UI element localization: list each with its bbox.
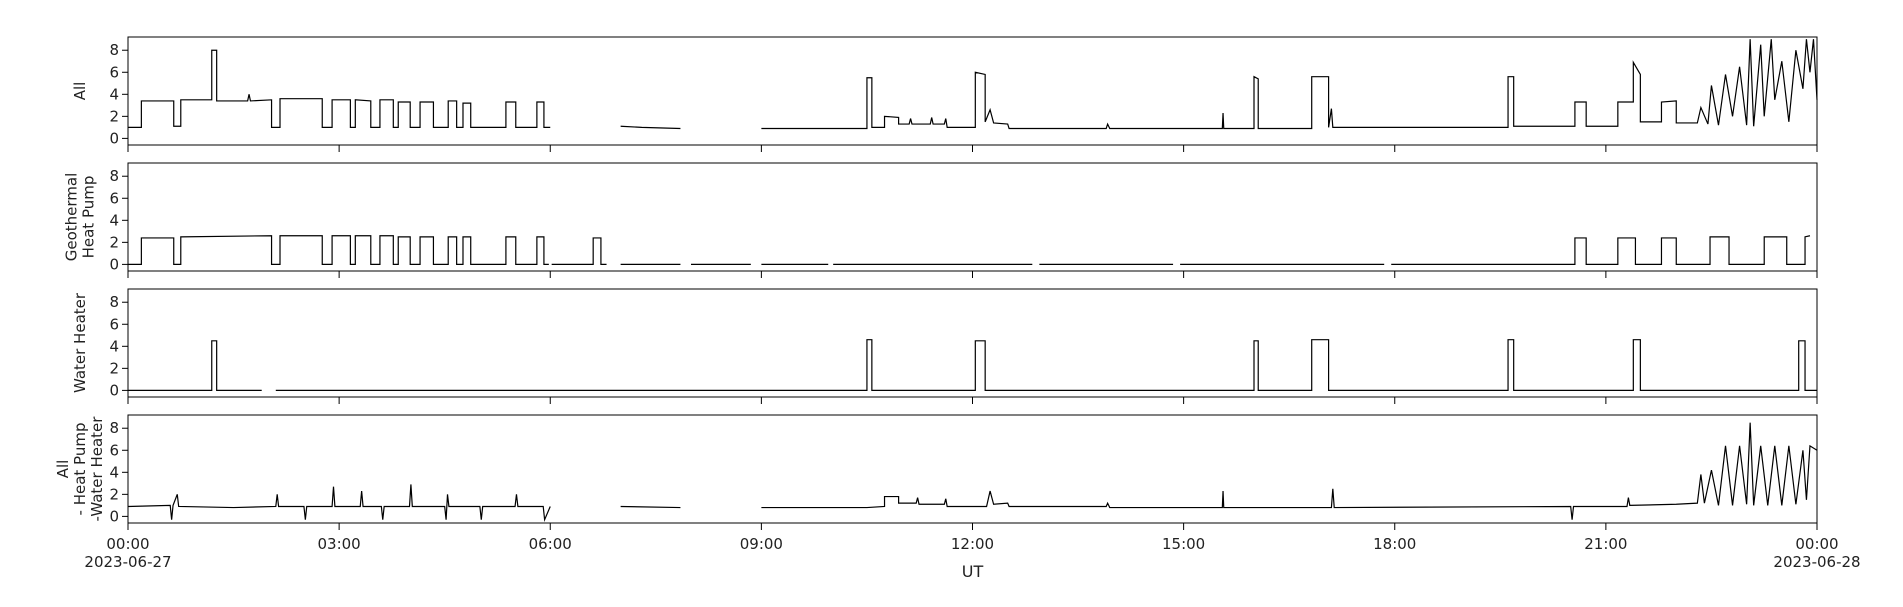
y-axis-label-line: Heat Pump (80, 176, 98, 259)
y-tick-label: 2 (109, 359, 119, 377)
y-tick-label: 4 (109, 85, 119, 103)
y-tick-label: 0 (109, 129, 119, 147)
x-tick-label: 03:00 (318, 535, 361, 553)
x-axis-label: UT (962, 562, 984, 581)
y-tick-label: 6 (109, 189, 119, 207)
y-tick-label: 6 (109, 63, 119, 81)
x-tick-label: 12:00 (951, 535, 994, 553)
x-tick-label: 18:00 (1373, 535, 1416, 553)
y-axis-label: All- Heat Pump-Water Heater (54, 416, 106, 522)
y-tick-label: 0 (109, 255, 119, 273)
y-tick-label: 8 (109, 419, 119, 437)
data-line (127, 422, 1818, 523)
y-tick-label: 8 (109, 293, 119, 311)
x-tick-label: 09:00 (740, 535, 783, 553)
x-tick-label: 00:00 (106, 535, 149, 553)
y-axis-label: All (71, 82, 89, 101)
y-tick-label: 4 (109, 463, 119, 481)
x-date-label: 2023-06-27 (84, 553, 171, 571)
y-tick-label: 4 (109, 337, 119, 355)
y-tick-label: 4 (109, 211, 119, 229)
x-tick-label: 00:00 (1795, 535, 1838, 553)
y-axis-label-line: All (71, 82, 89, 101)
y-axis-label-line: Geothermal (63, 173, 81, 262)
y-tick-label: 6 (109, 441, 119, 459)
y-tick-label: 2 (109, 107, 119, 125)
plot-frame (127, 162, 1818, 272)
x-date-label: 2023-06-28 (1773, 553, 1860, 571)
y-axis-label-line: Water Heater (71, 292, 89, 393)
y-tick-label: 6 (109, 315, 119, 333)
x-tick-label: 15:00 (1162, 535, 1205, 553)
data-line (128, 235, 1811, 265)
y-axis-label: GeothermalHeat Pump (63, 173, 98, 262)
y-axis-label: Water Heater (71, 292, 89, 393)
y-axis-label-line: All (54, 460, 72, 479)
y-tick-label: 2 (109, 233, 119, 251)
x-tick-label: 06:00 (529, 535, 572, 553)
y-tick-label: 8 (109, 167, 119, 185)
y-tick-label: 8 (109, 41, 119, 59)
data-line (128, 39, 1818, 130)
plot-frame (127, 36, 1818, 146)
data-line (128, 339, 1817, 391)
y-axis-label-line: -Water Heater (88, 416, 106, 522)
plot-frame (127, 288, 1818, 398)
y-axis-label-line: - Heat Pump (71, 423, 89, 516)
y-tick-label: 0 (109, 507, 119, 525)
y-tick-label: 2 (109, 485, 119, 503)
x-tick-label: 21:00 (1584, 535, 1627, 553)
y-tick-label: 0 (109, 381, 119, 399)
